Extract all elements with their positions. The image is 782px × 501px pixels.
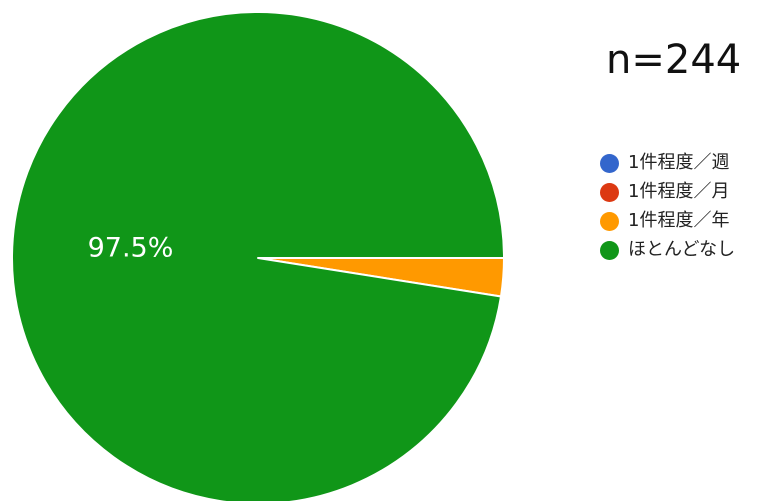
pie-slice[interactable] — [11, 11, 505, 501]
legend-swatch — [600, 182, 619, 202]
legend-item[interactable]: 1件程度／年 — [600, 210, 782, 232]
slice-data-label: 97.5% — [88, 233, 174, 264]
pie-slices — [11, 11, 505, 501]
legend-item[interactable]: ほとんどなし — [600, 239, 782, 261]
pie-slice-labels: 97.5% — [88, 233, 174, 264]
legend-label: 1件程度／週 — [628, 152, 730, 173]
legend-swatch — [600, 153, 619, 173]
legend-label: 1件程度／月 — [628, 181, 730, 202]
legend-swatch — [600, 240, 619, 260]
legend-label: 1件程度／年 — [628, 210, 730, 231]
sample-size-label: n=244 — [606, 37, 742, 83]
legend: 1件程度／週 1件程度／月 1件程度／年 ほとんどなし — [600, 152, 782, 268]
legend-swatch — [600, 211, 619, 231]
legend-label: ほとんどなし — [628, 239, 736, 260]
legend-item[interactable]: 1件程度／月 — [600, 181, 782, 203]
pie-chart: 97.5% — [11, 11, 505, 501]
legend-item[interactable]: 1件程度／週 — [600, 152, 782, 174]
